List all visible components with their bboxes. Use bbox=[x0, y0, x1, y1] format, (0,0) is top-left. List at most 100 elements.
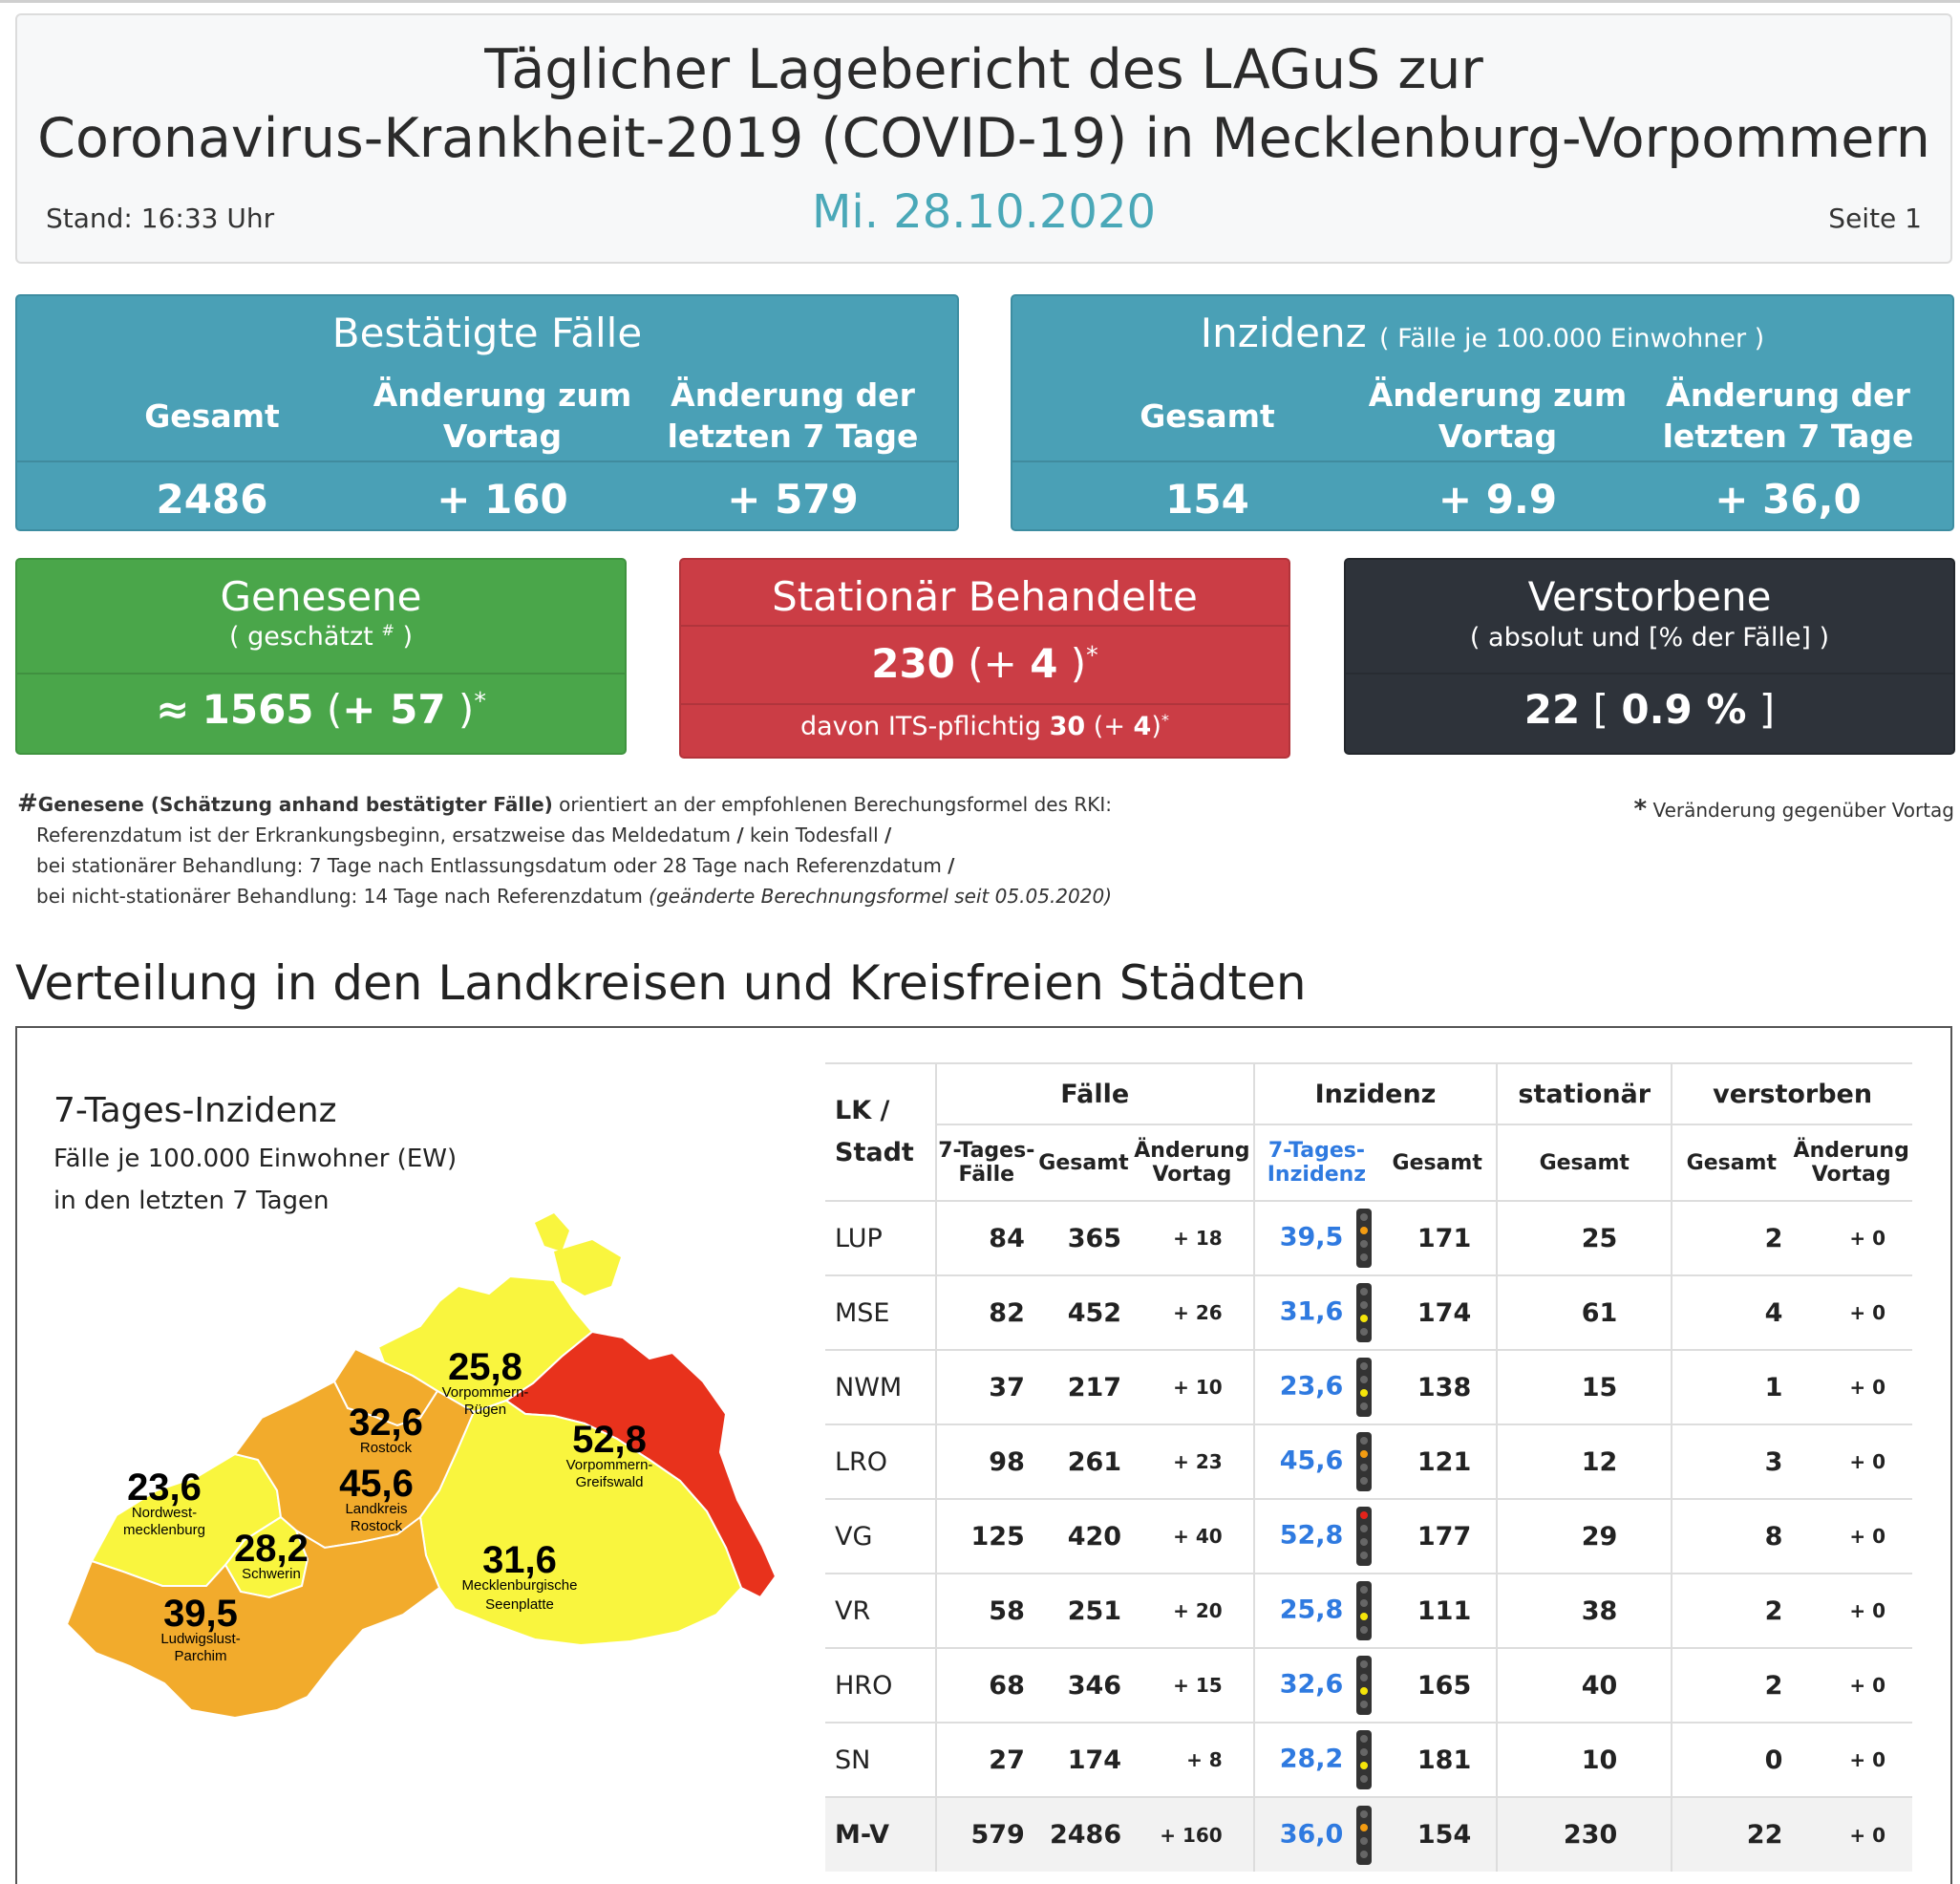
region-ludwigslust-parchim[interactable] bbox=[65, 1515, 441, 1720]
col-verstorben-aenderung: Änderung Vortag bbox=[1790, 1124, 1912, 1201]
page-number: Seite 1 bbox=[1828, 203, 1922, 234]
col-faelle-gesamt: Gesamt bbox=[1035, 1124, 1132, 1201]
deaths-title: Verstorbene bbox=[1527, 573, 1772, 620]
cell-verstorben-gesamt: 0 bbox=[1671, 1722, 1791, 1797]
cell-inzidenz-gesamt: 111 bbox=[1378, 1573, 1498, 1648]
col-aend-1: Änderung bbox=[1793, 1139, 1909, 1163]
divider bbox=[17, 460, 957, 462]
star-mark: * bbox=[474, 687, 486, 715]
cell-inzidenz-gesamt: 181 bbox=[1378, 1722, 1498, 1797]
label-vr-name2: Rügen bbox=[464, 1402, 506, 1418]
cell-inzidenz-gesamt: 121 bbox=[1378, 1424, 1498, 1499]
cell-verstorben-aenderung: + 0 bbox=[1790, 1498, 1912, 1574]
cell-7t-faelle: 27 bbox=[934, 1722, 1036, 1797]
cell-7t-faelle: 98 bbox=[934, 1424, 1036, 1499]
cell-7t-inzidenz: 39,5 bbox=[1252, 1200, 1379, 1275]
table-row: VR 58 251 + 20 25,8 111 38 2 + 0 bbox=[825, 1573, 1912, 1648]
cell-inzidenz-gesamt: 171 bbox=[1378, 1200, 1498, 1275]
cell-faelle-aenderung: + 18 bbox=[1131, 1200, 1254, 1275]
cell-7t-faelle: 58 bbox=[934, 1573, 1036, 1648]
incidence-col-change-day: Änderung zum Vortag bbox=[1368, 376, 1628, 455]
table-row: VG 125 420 + 40 52,8 177 29 8 + 0 bbox=[825, 1498, 1912, 1574]
deaths-subtitle: ( absolut und [% der Fälle] ) bbox=[1469, 623, 1830, 653]
note-italic: (geänderte Berechnungsformel seit 05.05.… bbox=[649, 885, 1112, 908]
hospitalized-value-row: 230 (+ 4 )* bbox=[871, 640, 1098, 687]
cell-7t-faelle: 82 bbox=[934, 1274, 1036, 1350]
label-vg-name2: Greifswald bbox=[576, 1474, 644, 1490]
cell-7t-inzidenz: 23,6 bbox=[1252, 1349, 1379, 1424]
note-right: * Veränderung gegenüber Vortag bbox=[1634, 795, 1955, 824]
traffic-light-icon bbox=[1356, 1730, 1373, 1789]
cell-faelle-aenderung: + 40 bbox=[1131, 1498, 1254, 1574]
cell-inzidenz-gesamt: 165 bbox=[1378, 1647, 1498, 1723]
cell-verstorben-gesamt: 8 bbox=[1671, 1498, 1791, 1574]
col-aend-2: Vortag bbox=[1152, 1163, 1232, 1187]
cell-stationaer: 40 bbox=[1496, 1647, 1672, 1723]
hash-mark: # bbox=[17, 789, 38, 818]
cell-faelle-gesamt: 261 bbox=[1035, 1424, 1132, 1499]
report-date: Mi. 28.10.2020 bbox=[811, 185, 1157, 239]
approx-sign: ≈ bbox=[156, 686, 190, 733]
cell-faelle-gesamt: 365 bbox=[1035, 1200, 1132, 1275]
inzidenz-value: 45,6 bbox=[1279, 1445, 1344, 1476]
region-mecklenburgische-seenplatte[interactable] bbox=[418, 1399, 743, 1647]
cell-7t-faelle: 37 bbox=[934, 1349, 1036, 1424]
note-text: kein Todesfall bbox=[750, 824, 879, 846]
col-lk-1: LK / bbox=[835, 1096, 890, 1125]
slash: / bbox=[884, 824, 892, 846]
cell-faelle-aenderung: + 23 bbox=[1131, 1424, 1254, 1499]
table-row: LUP 84 365 + 18 39,5 171 25 2 + 0 bbox=[825, 1200, 1912, 1275]
inzidenz-value: 31,6 bbox=[1279, 1296, 1344, 1327]
report-title-line1: Täglicher Lagebericht des LAGuS zur bbox=[484, 38, 1483, 101]
cell-verstorben-gesamt: 3 bbox=[1671, 1424, 1791, 1499]
label-sn-name: Schwerin bbox=[242, 1566, 301, 1582]
recovered-card: Genesene ( geschätzt # ) ≈ 1565 (+ 57 )* bbox=[15, 558, 627, 755]
cell-faelle-aenderung: + 20 bbox=[1131, 1573, 1254, 1648]
note-line2: Referenzdatum ist der Erkrankungsbeginn,… bbox=[36, 824, 891, 846]
cell-faelle-gesamt: 217 bbox=[1035, 1349, 1132, 1424]
deaths-card: Verstorbene ( absolut und [% der Fälle] … bbox=[1344, 558, 1955, 755]
cell-verstorben-aenderung: + 0 bbox=[1790, 1274, 1912, 1350]
cell-verstorben-gesamt: 4 bbox=[1671, 1274, 1791, 1350]
note-text: bei nicht-stationärer Behandlung: 14 Tag… bbox=[36, 885, 650, 908]
traffic-light-icon bbox=[1356, 1507, 1373, 1566]
cell-inzidenz-gesamt: 174 bbox=[1378, 1274, 1498, 1350]
inzidenz-value: 25,8 bbox=[1279, 1595, 1344, 1625]
cell-verstorben-gesamt: 22 bbox=[1671, 1796, 1791, 1872]
incidence-change-day-value: + 9.9 bbox=[1438, 476, 1558, 523]
cell-faelle-gesamt: 452 bbox=[1035, 1274, 1132, 1350]
table-row: HRO 68 346 + 15 32,6 165 40 2 + 0 bbox=[825, 1647, 1912, 1723]
note-bold: Genesene (Schätzung anhand bestätigter F… bbox=[37, 793, 553, 816]
incidence-change-week-value: + 36,0 bbox=[1715, 476, 1862, 523]
label-mse-name1: Mecklenburgische bbox=[462, 1577, 578, 1594]
top-border bbox=[0, 0, 1960, 3]
recovered-change: + 57 bbox=[342, 686, 446, 733]
confirmed-title: Bestätigte Fälle bbox=[331, 310, 643, 356]
col-aend-1: Änderung bbox=[1134, 1139, 1250, 1163]
label-mse-value: 31,6 bbox=[482, 1539, 557, 1581]
divider bbox=[681, 625, 1289, 627]
traffic-light-icon bbox=[1356, 1656, 1373, 1715]
cell-verstorben-gesamt: 2 bbox=[1671, 1573, 1791, 1648]
cell-faelle-aenderung: + 15 bbox=[1131, 1647, 1254, 1723]
cell-verstorben-gesamt: 1 bbox=[1671, 1349, 1791, 1424]
cell-faelle-aenderung: + 160 bbox=[1131, 1796, 1254, 1872]
inzidenz-value: 28,2 bbox=[1279, 1744, 1344, 1774]
cell-7t-inzidenz: 52,8 bbox=[1252, 1498, 1379, 1574]
traffic-light-icon bbox=[1356, 1805, 1373, 1865]
label-vr-value: 25,8 bbox=[448, 1346, 522, 1388]
its-label: davon ITS-pflichtig bbox=[800, 712, 1042, 741]
hospitalized-card: Stationär Behandelte 230 (+ 4 )* davon I… bbox=[679, 558, 1290, 759]
districts-panel bbox=[15, 1026, 1952, 1884]
map-subtitle-2: in den letzten 7 Tagen bbox=[53, 1187, 330, 1215]
deaths-percent: 0.9 % bbox=[1621, 686, 1747, 733]
cell-verstorben-aenderung: + 0 bbox=[1790, 1349, 1912, 1424]
inzidenz-value: 23,6 bbox=[1279, 1371, 1344, 1402]
incidence-card: Inzidenz ( Fälle je 100.000 Einwohner ) … bbox=[1011, 294, 1954, 531]
label-vg-name1: Vorpommern- bbox=[566, 1457, 653, 1473]
col-7t-faelle: 7-Tages- Fälle bbox=[934, 1124, 1036, 1201]
cell-7t-faelle: 68 bbox=[934, 1647, 1036, 1723]
section-title: Verteilung in den Landkreisen und Kreisf… bbox=[15, 955, 1307, 1011]
label-nwm-name2: mecklenburg bbox=[123, 1522, 205, 1538]
hash-mark: # bbox=[381, 621, 394, 639]
